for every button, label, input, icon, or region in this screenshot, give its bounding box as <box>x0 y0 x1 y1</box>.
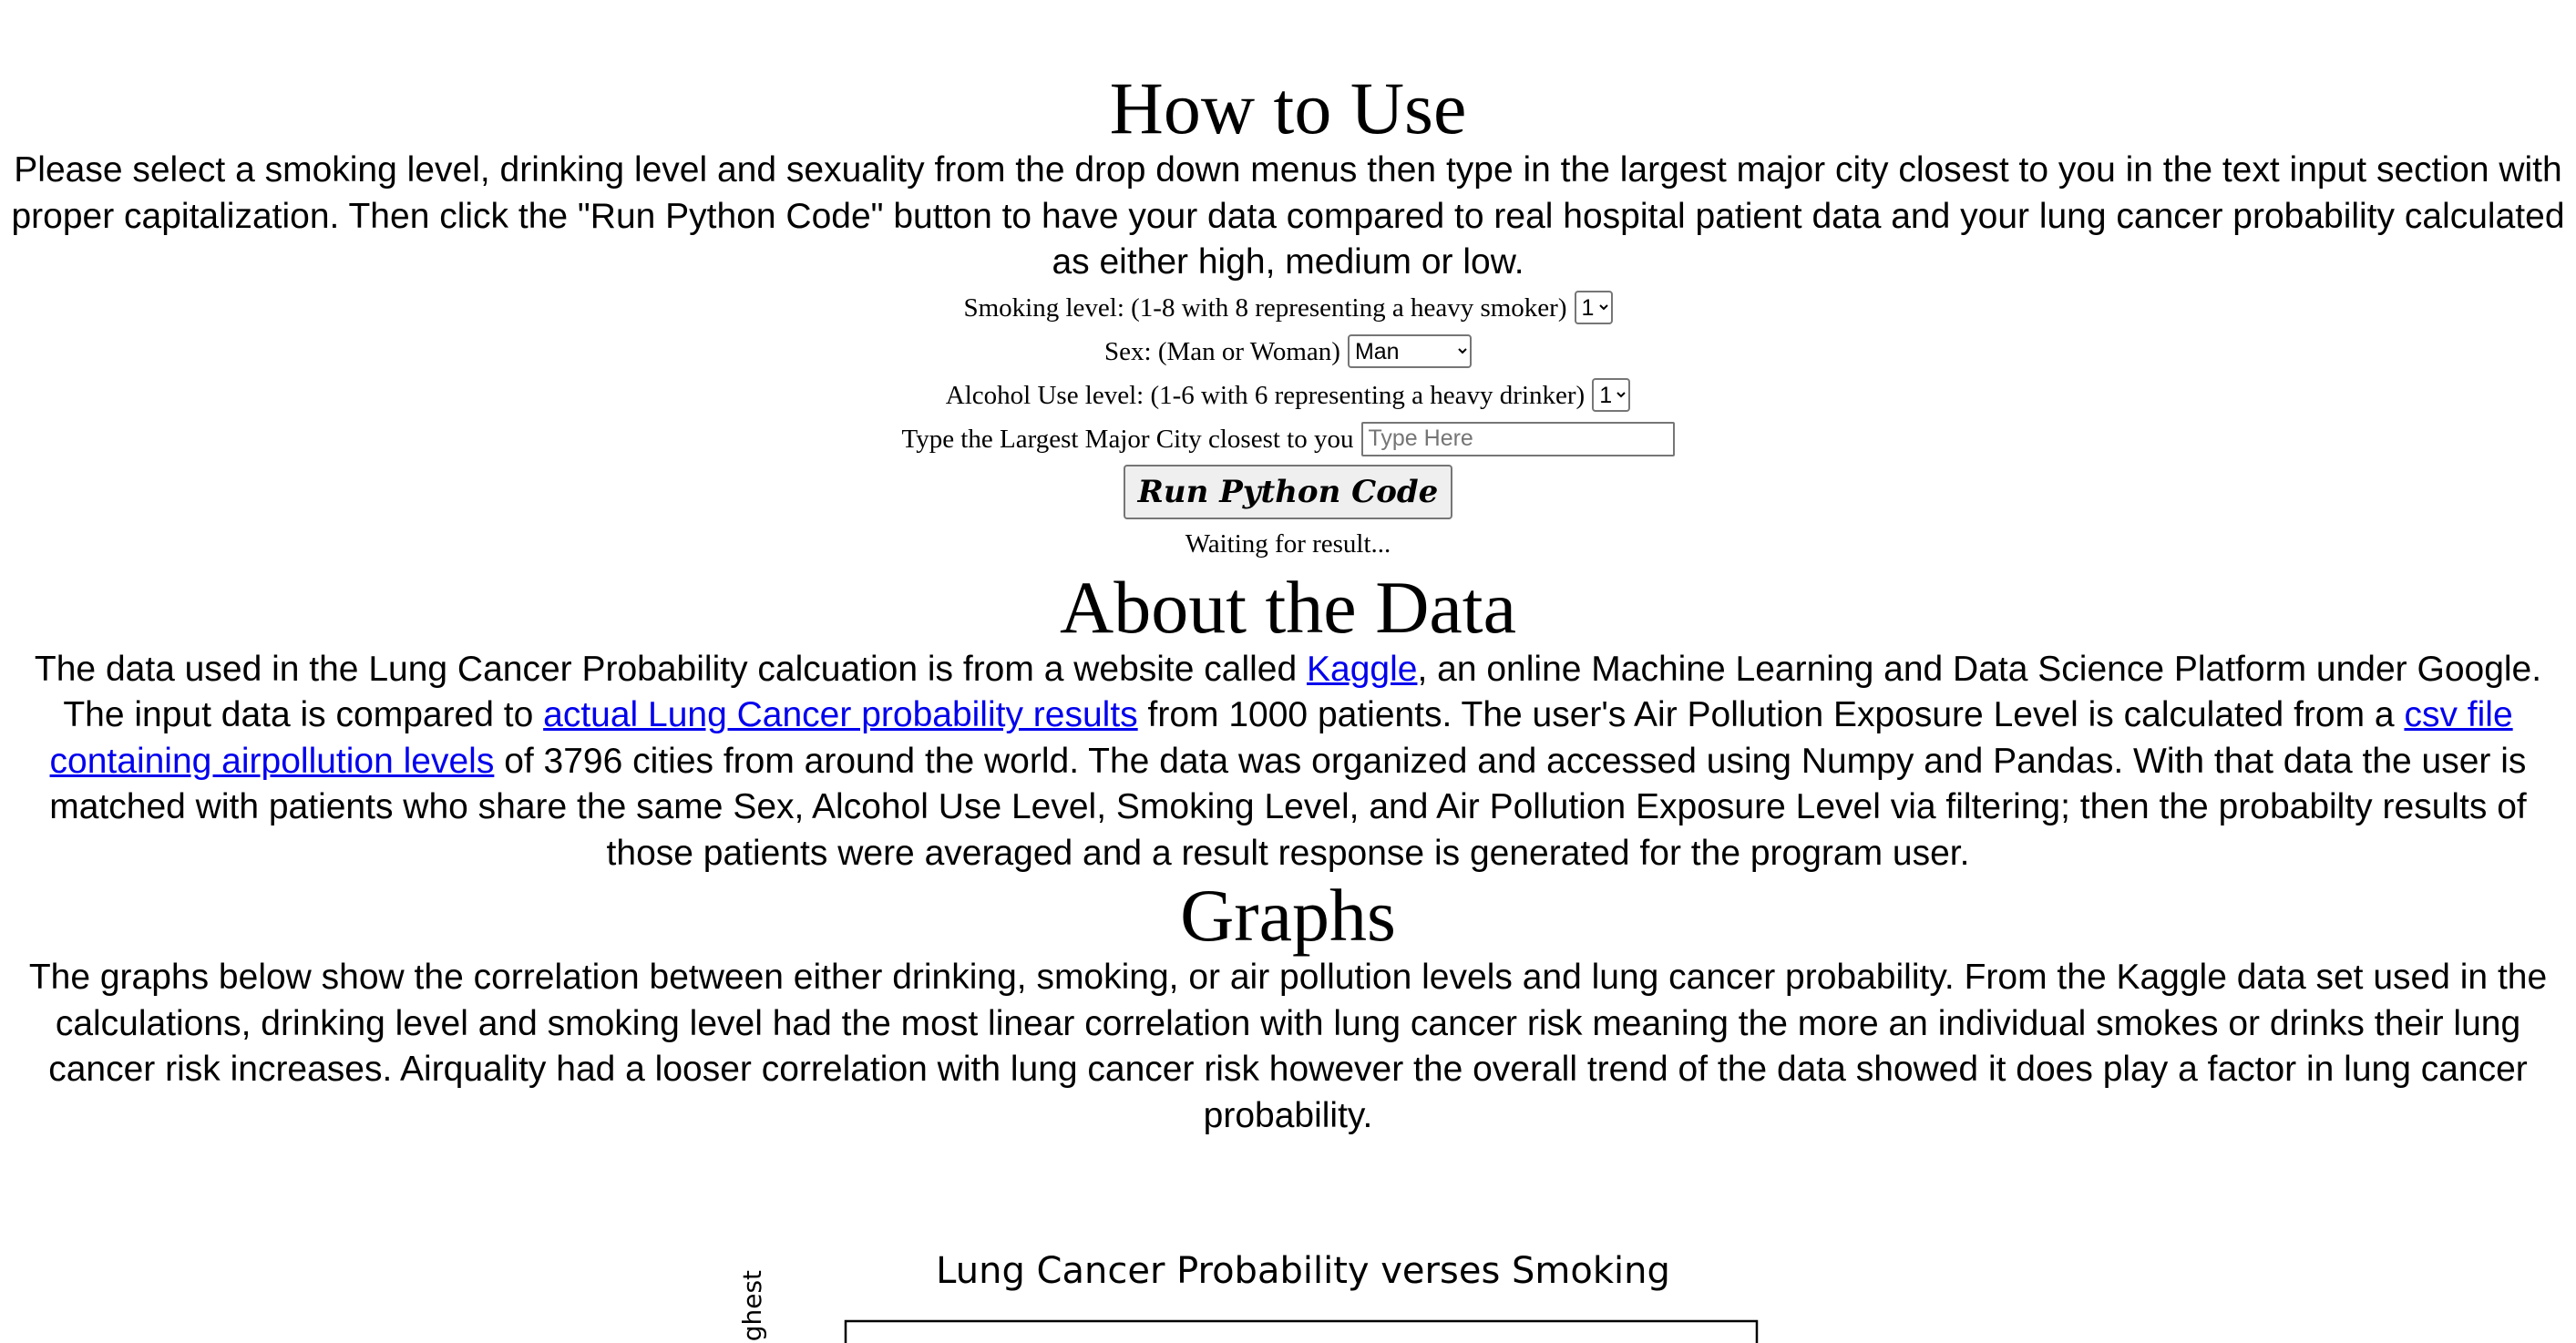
lung-cancer-results-link[interactable]: actual Lung Cancer probability results <box>543 695 1138 734</box>
about-text-part-1: The data used in the Lung Cancer Probabi… <box>34 649 1308 689</box>
button-row: Run Python Code <box>0 464 2576 519</box>
about-text: The data used in the Lung Cancer Probabi… <box>5 647 2571 877</box>
smoking-select[interactable]: 1 <box>1574 291 1613 324</box>
chart-y-axis-label: ing highest <box>737 1270 767 1343</box>
alcohol-label: Alcohol Use level: (1-6 with 6 represent… <box>945 380 1586 410</box>
airpollution-csv-link[interactable]: csv file containing airpollution levels <box>49 695 2513 781</box>
chart-plot-frame <box>844 1319 1759 1343</box>
how-to-use-heading: How to Use <box>1109 67 1467 149</box>
smoking-chart-svg: Lung Cancer Probability verses Smoking i… <box>737 1250 1759 1343</box>
alcohol-row: Alcohol Use level: (1-6 with 6 represent… <box>0 374 2576 417</box>
about-heading: About the Data <box>1060 565 1516 649</box>
sex-row: Sex: (Man or Woman) Man <box>0 330 2576 374</box>
graphs-text: The graphs below show the correlation be… <box>28 958 2548 1135</box>
result-text: Waiting for result... <box>1185 528 1391 559</box>
alcohol-select[interactable]: 1 <box>1592 378 1631 412</box>
about-text-part-2: , an online Machine Learning and Data Sc… <box>63 649 2542 735</box>
city-label: Type the Largest Major City closest to y… <box>901 424 1354 454</box>
city-row: Type the Largest Major City closest to y… <box>0 417 2576 461</box>
city-input[interactable] <box>1360 421 1675 456</box>
smoking-row: Smoking level: (1-8 with 8 representing … <box>0 286 2576 330</box>
graphs-heading: Graphs <box>1180 874 1396 957</box>
chart-title: Lung Cancer Probability verses Smoking <box>936 1250 1670 1292</box>
sex-select[interactable]: Man <box>1347 334 1472 368</box>
about-text-part-3: from 1000 patients. The user's Air Pollu… <box>1137 695 2405 734</box>
smoking-chart: Lung Cancer Probability verses Smoking i… <box>729 1245 1777 1343</box>
kaggle-link[interactable]: Kaggle <box>1307 649 1418 689</box>
page: How to Use Please select a smoking level… <box>0 69 2576 1343</box>
run-python-code-button[interactable]: Run Python Code <box>1123 464 1453 519</box>
smoking-label: Smoking level: (1-8 with 8 representing … <box>963 292 1567 323</box>
about-text-part-4: of 3796 cities from around the world. Th… <box>49 741 2527 873</box>
sex-label: Sex: (Man or Woman) <box>1104 336 1340 366</box>
how-to-use-instructions: Please select a smoking level, drinking … <box>11 150 2565 282</box>
